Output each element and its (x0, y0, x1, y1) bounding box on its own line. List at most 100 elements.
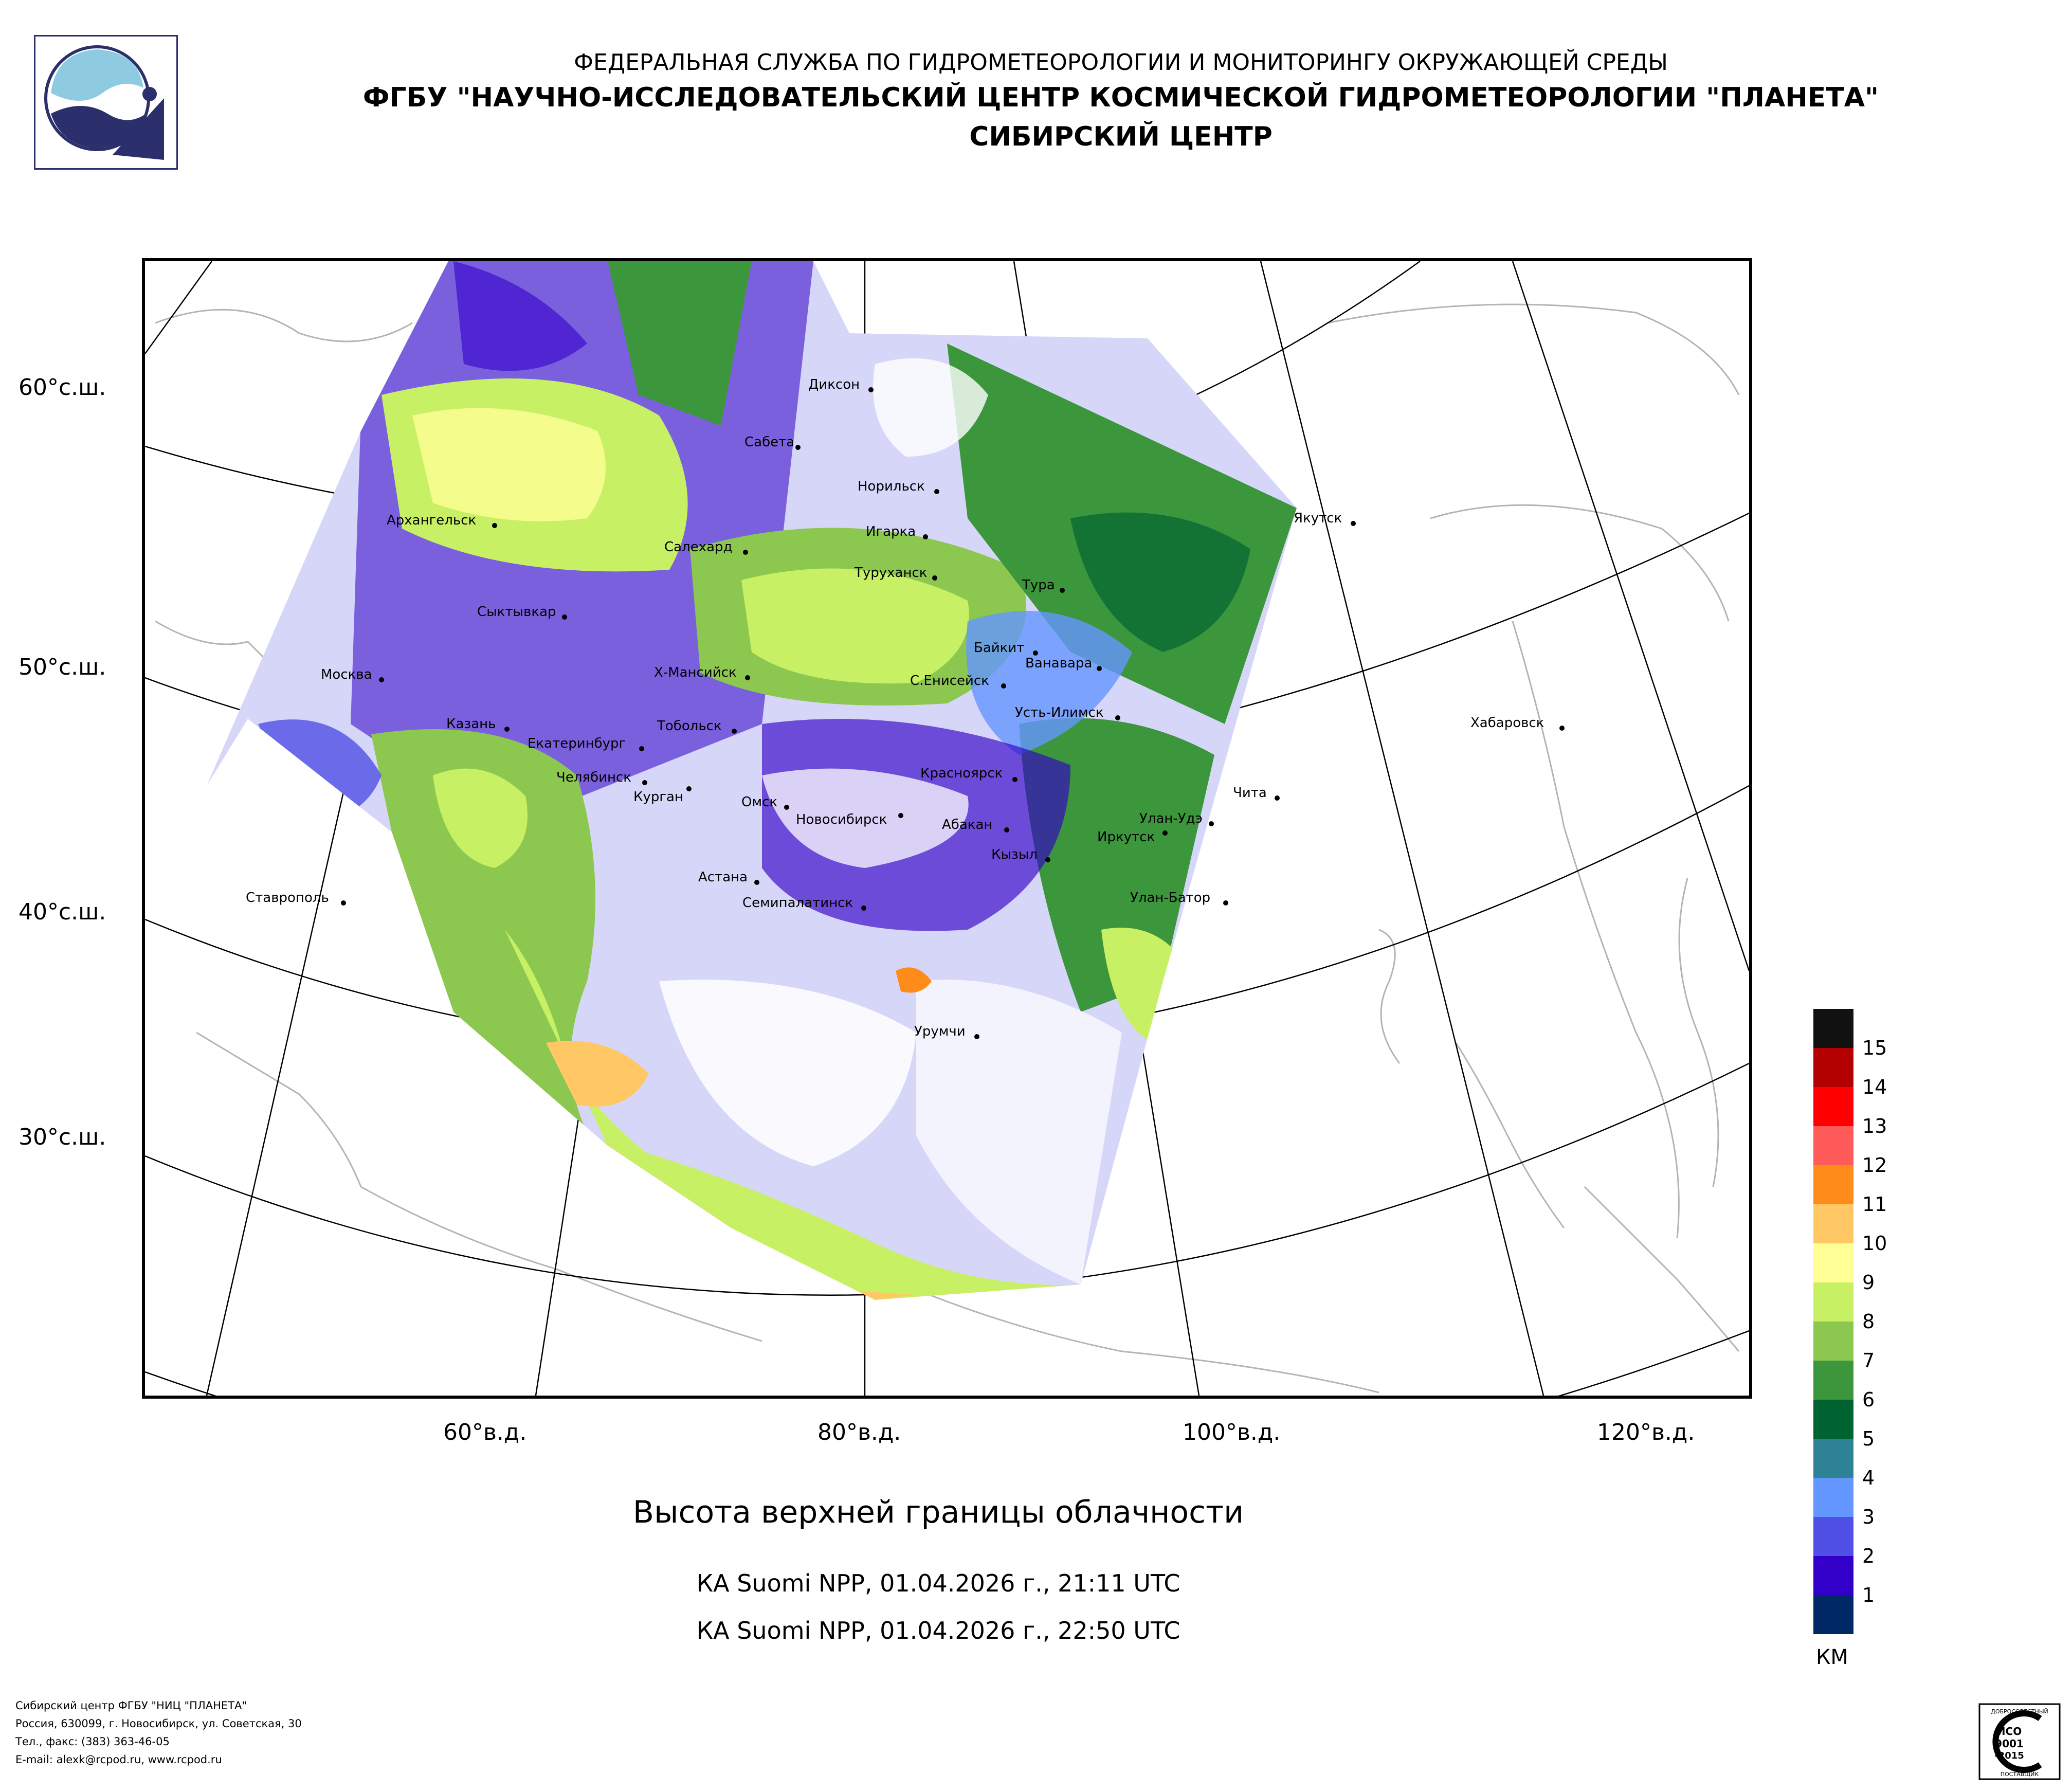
city-chelyabinsk: Челябинск (556, 770, 647, 785)
lat-label-40: 40°с.ш. (19, 899, 106, 925)
city-chita: Чита (1233, 785, 1280, 801)
legend-swatch (1813, 1243, 1853, 1282)
city-ulan-ude: Улан-Удэ (1139, 811, 1214, 826)
svg-text:Туруханск: Туруханск (854, 565, 927, 581)
legend-label: 8 (1862, 1310, 1875, 1333)
pass-2: КА Suomi NPP, 01.04.2026 г., 22:50 UTC (696, 1617, 1180, 1644)
svg-text:Усть-Илимск: Усть-Илимск (1015, 705, 1104, 720)
planeta-logo (34, 35, 178, 170)
svg-text:9001: 9001 (1995, 1738, 2024, 1750)
city-novosibirsk: Новосибирск (796, 812, 903, 827)
footer-address: Россия, 630099, г. Новосибирск, ул. Сове… (15, 1717, 302, 1730)
city-yakutsk: Якутск (1294, 511, 1356, 526)
legend-swatch (1813, 1517, 1853, 1556)
product-title: Высота верхней границы облачности (632, 1494, 1244, 1530)
legend-swatch (1813, 1204, 1853, 1243)
city-tobolsk: Тобольск (657, 718, 737, 734)
svg-text:С.Енисейск: С.Енисейск (910, 673, 989, 689)
svg-text:Х-Мансийск: Х-Мансийск (654, 665, 737, 680)
legend-label: 12 (1862, 1154, 1887, 1177)
center-title: ФГБУ "НАУЧНО-ИССЛЕДОВАТЕЛЬСКИЙ ЦЕНТР КОС… (362, 82, 1879, 113)
city-tura: Тура (1022, 577, 1065, 593)
city-yekaterinburg: Екатеринбург (528, 736, 644, 751)
iso-badge: ДОБРОСОВЕСТНЫЙ ИСО 9001 -2015 ПОСТАВЩИК (1978, 1703, 2061, 1780)
city-arkhangelsk: Архангельск (387, 513, 497, 528)
lon-label-80: 80°в.д. (817, 1419, 901, 1445)
legend-swatch (1813, 1126, 1853, 1165)
legend-swatch (1813, 1556, 1853, 1595)
city-ulan-bator: Улан-Батор (1130, 890, 1228, 906)
legend-label: 1 (1862, 1584, 1875, 1606)
legend-label: 14 (1862, 1076, 1887, 1098)
city-severo-yeniseysk: С.Енисейск (910, 673, 1006, 689)
svg-text:Челябинск: Челябинск (556, 770, 631, 785)
footer-email: E-mail: alexk@rcpod.ru, www.rcpod.ru (15, 1753, 222, 1766)
planeta-logo-icon (44, 45, 164, 160)
city-omsk: Омск (741, 794, 789, 810)
footer-org: Сибирский центр ФГБУ "НИЦ "ПЛАНЕТА" (15, 1699, 247, 1712)
svg-text:Ванавара: Ванавара (1025, 656, 1092, 671)
legend-label: 13 (1862, 1115, 1887, 1137)
svg-text:Салехард: Салехард (664, 539, 733, 555)
lon-label-120: 120°в.д. (1597, 1419, 1695, 1445)
city-baykit: Байкит (974, 640, 1038, 656)
svg-text:ДОБРОСОВЕСТНЫЙ: ДОБРОСОВЕСТНЫЙ (1991, 1708, 2048, 1715)
legend-label: 15 (1862, 1037, 1887, 1059)
legend-label: 11 (1862, 1193, 1887, 1216)
svg-text:Астана: Астана (698, 870, 748, 885)
svg-text:Байкит: Байкит (974, 640, 1024, 656)
legend-label: 3 (1862, 1506, 1875, 1528)
svg-text:Диксон: Диксон (808, 377, 860, 392)
city-syktyvkar: Сыктывкар (477, 604, 567, 620)
agency-title: ФЕДЕРАЛЬНАЯ СЛУЖБА ПО ГИДРОМЕТЕОРОЛОГИИ … (574, 49, 1668, 76)
footer-contacts: Сибирский центр ФГБУ "НИЦ "ПЛАНЕТА" Росс… (15, 1697, 302, 1769)
svg-text:Ставрополь: Ставрополь (246, 890, 329, 906)
legend-swatch (1813, 1009, 1853, 1048)
legend-label: 9 (1862, 1271, 1875, 1294)
svg-text:Иркутск: Иркутск (1097, 829, 1155, 845)
city-irkutsk: Иркутск (1097, 829, 1168, 845)
color-legend (1813, 1009, 1853, 1634)
svg-text:Чита: Чита (1233, 785, 1267, 801)
legend-swatch (1813, 1048, 1853, 1087)
svg-text:Якутск: Якутск (1294, 511, 1342, 526)
city-semipalatinsk: Семипалатинск (742, 895, 866, 911)
pass-1: КА Suomi NPP, 01.04.2026 г., 21:11 UTC (696, 1569, 1180, 1597)
legend-swatch (1813, 1087, 1853, 1126)
legend-swatch (1813, 1361, 1853, 1400)
legend-swatch (1813, 1322, 1853, 1361)
lat-label-30: 30°с.ш. (19, 1124, 106, 1150)
svg-text:Москва: Москва (321, 667, 372, 682)
legend-swatch (1813, 1595, 1853, 1634)
legend-unit: КМ (1816, 1645, 1848, 1669)
svg-text:Курган: Курган (633, 789, 683, 805)
legend-swatch (1813, 1400, 1853, 1439)
city-vanavara: Ванавара (1025, 656, 1102, 671)
city-kazan: Казань (446, 716, 510, 732)
legend-swatch (1813, 1439, 1853, 1478)
svg-text:Сыктывкар: Сыктывкар (477, 604, 556, 620)
map-canvas: Диксон Сабета Норильск Игарка Архангельс… (145, 261, 1749, 1396)
lon-label-100: 100°в.д. (1183, 1419, 1281, 1445)
cloud-swath (207, 261, 1297, 1300)
legend-label: 10 (1862, 1232, 1887, 1255)
svg-text:Тобольск: Тобольск (657, 718, 722, 734)
cloud-top-map: Диксон Сабета Норильск Игарка Архангельс… (142, 258, 1752, 1399)
svg-text:Омск: Омск (741, 794, 777, 810)
city-dikson: Диксон (808, 377, 874, 392)
city-salekhard: Салехард (664, 539, 748, 555)
city-khanty-mansiysk: Х-Мансийск (654, 665, 750, 680)
coastlines (155, 303, 1740, 1394)
city-sabeta: Сабета (744, 435, 801, 450)
lat-label-60: 60°с.ш. (19, 374, 106, 401)
svg-text:Семипалатинск: Семипалатинск (742, 895, 853, 911)
city-krasnoyarsk: Красноярск (920, 766, 1017, 782)
branch-title: СИБИРСКИЙ ЦЕНТР (969, 121, 1273, 152)
svg-text:Казань: Казань (446, 716, 496, 732)
city-khabarovsk: Хабаровск (1470, 715, 1565, 731)
city-norilsk: Норильск (858, 479, 939, 494)
city-igarka: Игарка (866, 524, 928, 539)
lat-label-50: 50°с.ш. (19, 654, 106, 680)
svg-text:Красноярск: Красноярск (920, 766, 1003, 781)
svg-text:Сабета: Сабета (744, 435, 794, 450)
